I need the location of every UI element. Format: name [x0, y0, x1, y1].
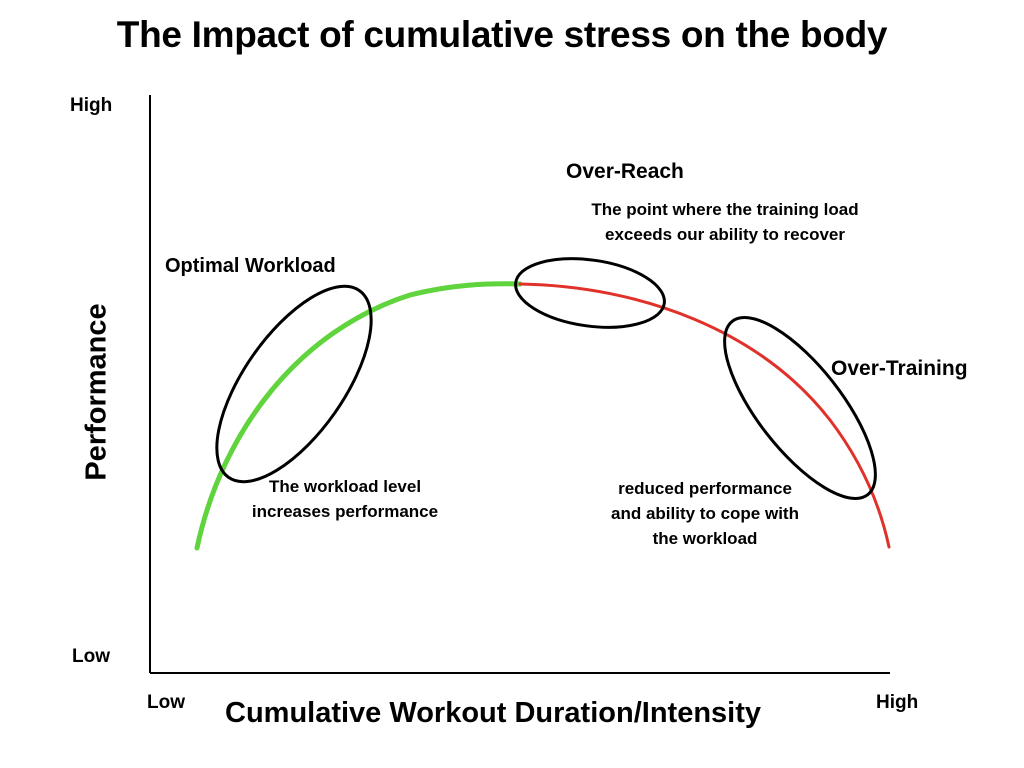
over-training-title: Over-Training — [831, 357, 968, 380]
over-reach-ellipse — [514, 257, 666, 329]
y-axis-title: Performance — [80, 303, 113, 481]
x-axis-low-label: Low — [147, 692, 185, 713]
over-reach-description: The point where the training load exceed… — [591, 200, 859, 244]
curve-rising-segment — [194, 281, 523, 551]
y-axis-high-label: High — [70, 95, 113, 116]
y-axis-low-label: Low — [72, 646, 110, 667]
over-training-description: reduced performance and ability to cope … — [611, 479, 799, 548]
x-axis-title: Cumulative Workout Duration/Intensity — [225, 697, 762, 729]
optimal-workload-title: Optimal Workload — [165, 255, 336, 277]
optimal-workload-description: The workload level increases performance — [251, 477, 439, 521]
optimal-workload-ellipse — [215, 284, 373, 484]
curve-declining-segment — [518, 282, 891, 549]
diagram-title: The Impact of cumulative stress on the b… — [116, 14, 888, 55]
over-reach-title: Over-Reach — [566, 160, 684, 183]
x-axis-high-label: High — [876, 692, 919, 713]
over-training-ellipse — [723, 316, 877, 500]
